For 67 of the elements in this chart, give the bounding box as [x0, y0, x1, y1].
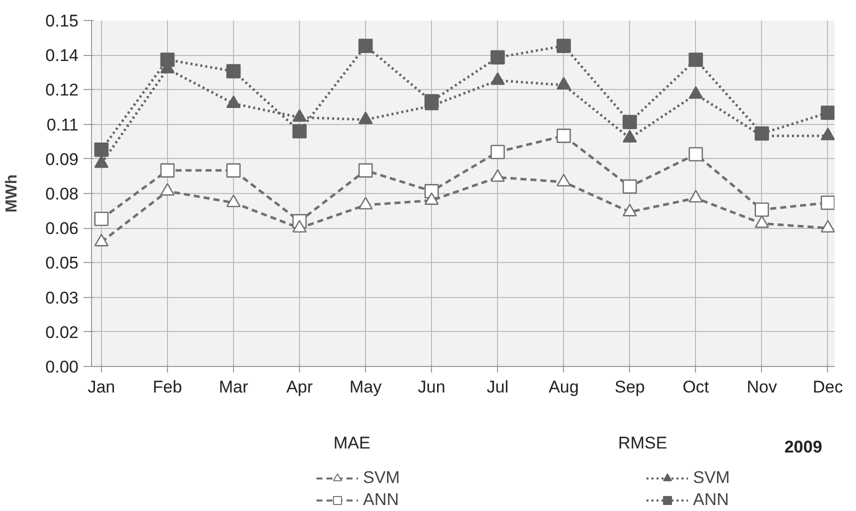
- point: [292, 109, 307, 122]
- point: [292, 124, 307, 138]
- point: [754, 202, 769, 217]
- x-tick-label: Sep: [614, 378, 645, 396]
- y-tick-label: 0.14: [45, 46, 79, 66]
- text: MAE: [333, 434, 370, 452]
- y-tick-label: 0.11: [46, 115, 79, 134]
- point: [556, 174, 571, 186]
- point: [820, 196, 834, 210]
- y-tick-label: 0.08: [45, 184, 79, 204]
- text: 2009: [784, 438, 822, 456]
- x-tick-label: Jan: [88, 378, 116, 396]
- point: [490, 144, 505, 160]
- point: [490, 169, 505, 182]
- point: [226, 64, 241, 78]
- point: [556, 38, 571, 54]
- point: [820, 220, 834, 233]
- point: [556, 128, 571, 143]
- x-tick-label: Feb: [152, 378, 182, 396]
- x-tick-label: Oct: [682, 378, 710, 396]
- point: [160, 163, 175, 178]
- point: [94, 234, 109, 246]
- x-tick-label: Aug: [548, 378, 579, 396]
- point: [358, 163, 373, 178]
- point: [688, 147, 703, 162]
- point: [820, 106, 834, 120]
- point: [622, 130, 637, 143]
- x-tick-label: Dec: [812, 378, 844, 396]
- y-tick-label: 0.15: [45, 12, 79, 30]
- legend-label: SVM: [363, 468, 400, 488]
- point: [358, 196, 373, 210]
- point: [226, 163, 241, 178]
- x-tick-label: Jul: [486, 378, 509, 396]
- y-tick-label: 0.09: [45, 150, 79, 169]
- y-tick-label: 0.00: [45, 358, 79, 376]
- point: [424, 192, 439, 205]
- point: [622, 204, 637, 216]
- legend-label: ANN: [363, 490, 399, 510]
- point: [160, 183, 175, 196]
- point: [688, 52, 703, 67]
- x-tick-label: May: [350, 378, 382, 396]
- y-tick-label: 0.12: [45, 80, 79, 100]
- x-tick-label: Apr: [286, 378, 314, 396]
- y-tick-label: 0.05: [45, 254, 79, 273]
- point: [622, 114, 637, 130]
- x-tick-label: Nov: [746, 378, 778, 396]
- text: RMSE: [618, 434, 668, 452]
- point: [688, 86, 703, 99]
- point: [622, 179, 637, 194]
- point: [94, 142, 109, 157]
- point: [490, 50, 505, 65]
- point: [754, 215, 769, 228]
- y-axis-title: MWh: [3, 174, 20, 213]
- point: [358, 38, 373, 54]
- x-tick-label: Mar: [218, 378, 248, 396]
- point: [820, 128, 834, 140]
- y-tick-label: 0.06: [45, 219, 79, 238]
- legend-label: ANN: [693, 490, 729, 510]
- point: [292, 220, 307, 233]
- point: [358, 112, 373, 124]
- y-tick-label: 0.03: [45, 288, 79, 308]
- y-tick-label: 0.02: [45, 322, 79, 342]
- point: [226, 194, 241, 208]
- legend-label: SVM: [693, 468, 730, 488]
- x-tick-label: Jun: [418, 378, 446, 396]
- point: [688, 190, 703, 203]
- point: [94, 155, 109, 168]
